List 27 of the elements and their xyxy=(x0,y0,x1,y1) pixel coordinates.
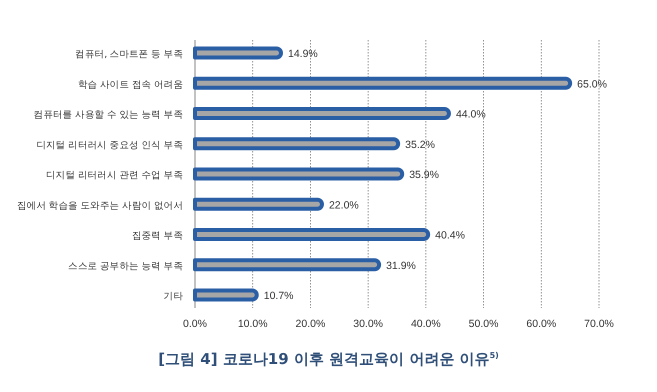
data-label: 40.4% xyxy=(435,230,465,242)
data-label: 14.9% xyxy=(288,48,318,60)
x-tick-label: 20.0% xyxy=(296,318,326,330)
y-tick-label: 학습 사이트 접속 어려움 xyxy=(78,79,184,90)
data-label: 65.0% xyxy=(577,78,607,90)
x-tick-label: 40.0% xyxy=(410,318,441,330)
x-tick-label: 10.0% xyxy=(238,318,268,330)
y-tick-label: 스스로 공부하는 능력 부족 xyxy=(68,260,184,272)
data-label: 35.9% xyxy=(409,169,439,181)
y-tick-label: 디지털 리터러시 중요성 인식 부족 xyxy=(36,140,184,151)
y-tick-label: 기타 xyxy=(164,291,184,302)
y-tick-label: 집에서 학습을 도와주는 사람이 없어서 xyxy=(16,200,183,212)
x-tick-label: 30.0% xyxy=(353,318,384,330)
data-label: 22.0% xyxy=(328,199,359,212)
y-tick-label: 집중력 부족 xyxy=(132,230,184,242)
y-tick-label: 컴퓨터를 사용할 수 있는 능력 부족 xyxy=(34,110,184,120)
data-label: 44.0% xyxy=(456,108,486,120)
data-label: 35.2% xyxy=(405,138,435,151)
y-tick-label: 디지털 리터러시 관련 수업 부족 xyxy=(46,170,184,181)
data-label: 31.9% xyxy=(386,260,416,272)
x-tick-label: 60.0% xyxy=(526,318,556,330)
y-tick-label: 컴퓨터, 스마트폰 등 부족 xyxy=(75,49,184,60)
x-tick-label: 50.0% xyxy=(468,318,498,330)
x-tick-label: 0.0% xyxy=(183,318,207,330)
x-tick-label: 70.0% xyxy=(584,318,614,330)
text: [그림 4] 코로나19 이후 원격교육이 어려운 이유$^{5)}$ xyxy=(157,350,500,369)
data-label: 10.7% xyxy=(264,290,294,302)
